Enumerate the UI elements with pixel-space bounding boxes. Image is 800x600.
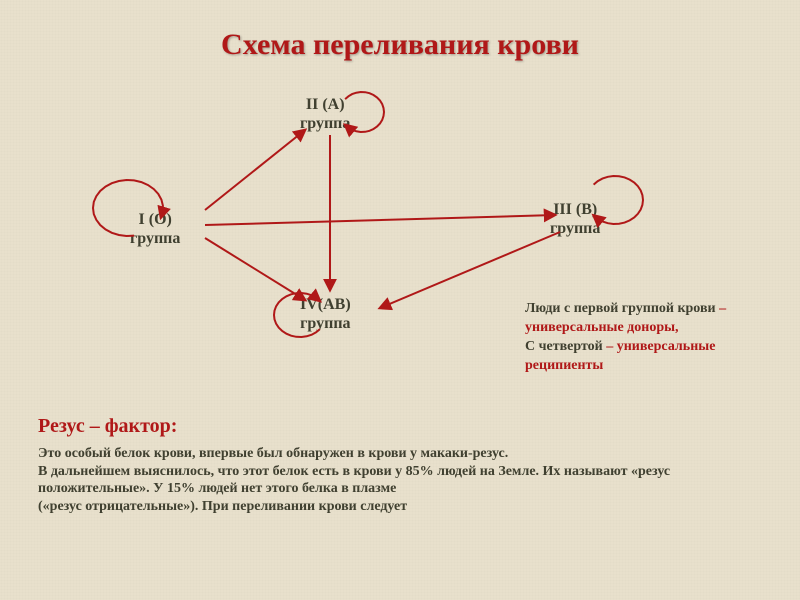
rhesus-body: Это особый белок крови, впервые был обна…	[38, 445, 758, 515]
node-line2: группа	[300, 315, 350, 332]
node-line2: группа	[550, 220, 600, 237]
rhesus-line: В дальнейшем выяснилось, что этот белок …	[38, 464, 670, 497]
legend-fragment: Люди с первой группой крови	[525, 301, 719, 316]
node-line2: группа	[130, 230, 180, 247]
node-line1: I (O)	[139, 211, 172, 228]
node-line1: III (B)	[553, 201, 597, 218]
diagram-title: Схема переливания крови	[0, 28, 800, 62]
legend-fragment: С четвертой	[525, 339, 606, 354]
title-text: Схема переливания крови	[221, 28, 579, 61]
rhesus-line: («резус отрицательные»). При переливании…	[38, 499, 407, 514]
legend-text: Люди с первой группой крови – универсаль…	[525, 300, 765, 376]
rhesus-title: Резус – фактор:	[38, 415, 177, 438]
node-line1: II (A)	[306, 96, 345, 113]
node-group-4: IV(AB) группа	[300, 295, 351, 333]
node-group-1: I (O) группа	[130, 210, 180, 248]
rhesus-title-text: Резус – фактор:	[38, 415, 177, 437]
node-line1: IV(AB)	[300, 296, 351, 313]
node-group-3: III (B) группа	[550, 200, 600, 238]
node-group-2: II (A) группа	[300, 95, 350, 133]
node-line2: группа	[300, 115, 350, 132]
rhesus-line: Это особый белок крови, впервые был обна…	[38, 446, 508, 461]
